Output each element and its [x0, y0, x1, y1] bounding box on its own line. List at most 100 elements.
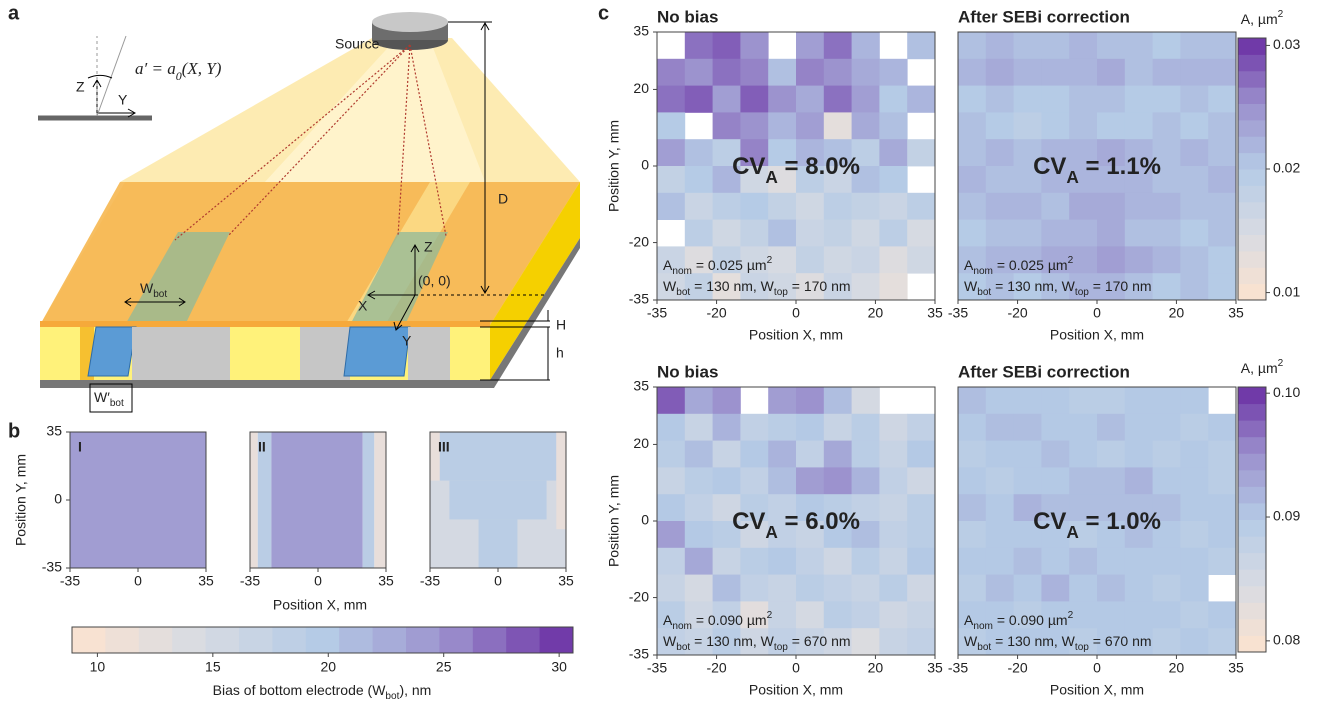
colorbar-swatch [339, 627, 373, 653]
label-super: 2 [1068, 255, 1074, 266]
colorbar-swatch [1238, 169, 1266, 186]
heatmap-cell [1180, 86, 1208, 113]
heatmap-cell [1069, 112, 1097, 139]
label-sub: bot [385, 691, 399, 702]
colorbar-tick-label: 30 [551, 659, 567, 675]
heatmap-cell [879, 414, 907, 441]
heatmap-cell [986, 441, 1014, 468]
label-sub: A [765, 167, 778, 187]
bias-region [363, 432, 375, 568]
heatmap-cell [768, 112, 796, 139]
label-part: = 6.0% [778, 508, 860, 535]
heatmap-cell [852, 32, 880, 59]
map-label: II [258, 439, 266, 455]
heatmap-cell [824, 548, 852, 575]
heatmap-cell [1041, 441, 1069, 468]
heatmap-cell [824, 414, 852, 441]
heatmap-cell [824, 441, 852, 468]
heatmap-cell [958, 548, 986, 575]
colorbar-swatch [1238, 453, 1266, 470]
heatmap-cell [958, 86, 986, 113]
panel-label: a [8, 2, 20, 24]
colorbar-swatch [1238, 54, 1266, 71]
heatmap-cell [1208, 139, 1236, 166]
colorbar-swatch [1238, 569, 1266, 586]
heatmap-cell [852, 414, 880, 441]
heatmap-cell [907, 220, 935, 247]
heatmap-cell [713, 441, 741, 468]
x-tick-label: -35 [948, 305, 968, 321]
heatmap-cell [768, 414, 796, 441]
label-part: = 170 nm [1089, 278, 1152, 294]
heatmap-cell [1125, 193, 1153, 220]
heatmap-cell [796, 32, 824, 59]
heatmap-cell [1180, 220, 1208, 247]
rich-label: Bias of bottom electrode (Wbot), nm [213, 682, 432, 702]
heatmap-cell [958, 193, 986, 220]
heatmap-cell [1208, 86, 1236, 113]
heatmap-cell [740, 112, 768, 139]
heatmap-cell [685, 441, 713, 468]
heatmap-cell [1180, 494, 1208, 521]
electrode-section [88, 327, 136, 376]
heatmap-cell [1208, 494, 1236, 521]
heatmap-cell [796, 112, 824, 139]
heatmap-cell [852, 273, 880, 300]
heatmap-cell [740, 59, 768, 86]
heatmap-cell [1069, 86, 1097, 113]
heatmap-cell [1208, 601, 1236, 628]
label: Source [335, 36, 380, 52]
y-axis-label: Position Y, mm [606, 120, 622, 212]
heatmap-cell [657, 193, 685, 220]
x-tick-label: 0 [1093, 660, 1101, 676]
heatmap-cell [986, 112, 1014, 139]
label-part: CV [732, 153, 765, 180]
x-tick-label: -20 [1007, 660, 1027, 676]
label-part: W [761, 278, 775, 294]
heatmap-cell [1153, 220, 1181, 247]
heatmap-cell [1153, 86, 1181, 113]
heatmap-cell [986, 575, 1014, 602]
label-part: W [140, 280, 154, 296]
label: Y [118, 92, 128, 108]
heatmap-cell [1153, 387, 1181, 414]
heatmap-cell [685, 32, 713, 59]
bias-region [70, 432, 206, 568]
y-tick-label: 35 [633, 378, 649, 394]
label-sub: bot [676, 287, 690, 298]
heatmap-cell [1125, 575, 1153, 602]
heatmap-cell [1041, 193, 1069, 220]
heatmap-cell [1125, 59, 1153, 86]
heatmap-cell [685, 548, 713, 575]
x-tick-label: 35 [558, 573, 574, 589]
heatmap-cell [907, 601, 935, 628]
x-tick-label: 20 [868, 305, 884, 321]
map-label: III [438, 439, 450, 455]
heatmap-cell [986, 139, 1014, 166]
label-part: W [663, 633, 677, 649]
y-tick-label: -35 [42, 559, 62, 575]
heatmap-cell [879, 548, 907, 575]
heatmap-cell [657, 467, 685, 494]
heatmap-cell [1180, 628, 1208, 655]
heatmap-cell [879, 220, 907, 247]
front-edge [40, 321, 490, 327]
x-axis-label: Position X, mm [273, 597, 367, 613]
heatmap-cell [958, 32, 986, 59]
label-part: = 130 nm, [690, 278, 760, 294]
colorbar-swatch [1238, 387, 1266, 404]
label-part: W [964, 633, 978, 649]
label: h [556, 345, 564, 361]
y-axis-label: Position Y, mm [606, 475, 622, 567]
heatmap-cell [958, 387, 986, 414]
heatmap-cell [685, 575, 713, 602]
bias-region [250, 432, 258, 568]
heatmap-cell [713, 193, 741, 220]
colorbar-swatch [139, 627, 173, 653]
heatmap-cell [685, 220, 713, 247]
x-tick-label: 0 [792, 660, 800, 676]
heatmap-cell [1014, 414, 1042, 441]
x-tick-label: 35 [1228, 660, 1244, 676]
heatmap-cell [824, 220, 852, 247]
rich-label: A, µm2 [1241, 9, 1284, 27]
